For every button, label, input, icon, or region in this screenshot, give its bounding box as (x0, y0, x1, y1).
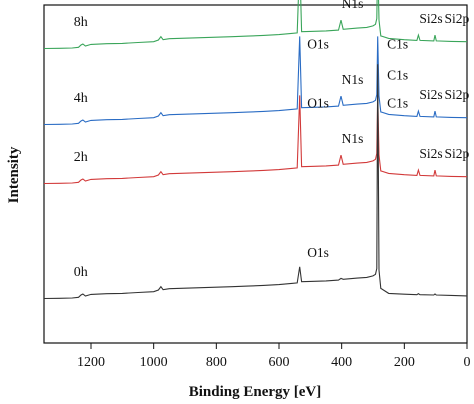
x-tick-label: 1200 (77, 355, 105, 370)
peak-label-o1s-0h: O1s (307, 245, 329, 260)
peak-label-c1s-2h: C1s (387, 95, 408, 110)
peak-label-c1s-4h: C1s (387, 36, 408, 51)
peak-label-c1s-0h: C1s (387, 67, 408, 82)
peak-label-si2p-8h: Si2p (444, 11, 469, 26)
peak-label-si2s-4h: Si2s (419, 87, 442, 102)
peak-label-si2p-2h: Si2p (444, 146, 469, 161)
x-tick-label: 800 (206, 355, 227, 370)
series-label-8h: 8h (74, 15, 88, 30)
y-axis-title: Intensity (6, 146, 22, 203)
peak-label-si2s-8h: Si2s (419, 11, 442, 26)
peak-label-o1s-4h: O1s (307, 36, 329, 51)
series-line-2h (43, 95, 468, 185)
series-line-4h (43, 36, 468, 126)
peak-label-si2s-2h: Si2s (419, 146, 442, 161)
series-line-0h (43, 64, 468, 300)
x-tick-label: 1000 (140, 355, 168, 370)
series-layer (43, 0, 468, 300)
series-line-8h (43, 0, 468, 50)
x-tick-label: 200 (394, 355, 415, 370)
x-tick-label: 0 (464, 355, 471, 370)
peak-label-n1s-2h: N1s (342, 131, 364, 146)
x-axis-ticks: 1200 1000 800 600 400 200 0 (77, 343, 471, 370)
plot-frame (43, 4, 468, 344)
x-tick-label: 400 (331, 355, 352, 370)
peak-annotations: 8hO1sN1sC1sSi2sSi2p4hO1sN1sC1sSi2sSi2p2h… (74, 0, 470, 280)
x-axis-title: Binding Energy [eV] (189, 384, 322, 400)
series-label-0h: 0h (74, 265, 88, 280)
peak-label-si2p-4h: Si2p (444, 87, 469, 102)
x-tick-label: 600 (269, 355, 290, 370)
peak-label-n1s-4h: N1s (342, 72, 364, 87)
peak-label-n1s-8h: N1s (342, 0, 364, 11)
series-label-4h: 4h (74, 91, 88, 106)
series-label-2h: 2h (74, 150, 88, 165)
peak-label-o1s-2h: O1s (307, 95, 329, 110)
